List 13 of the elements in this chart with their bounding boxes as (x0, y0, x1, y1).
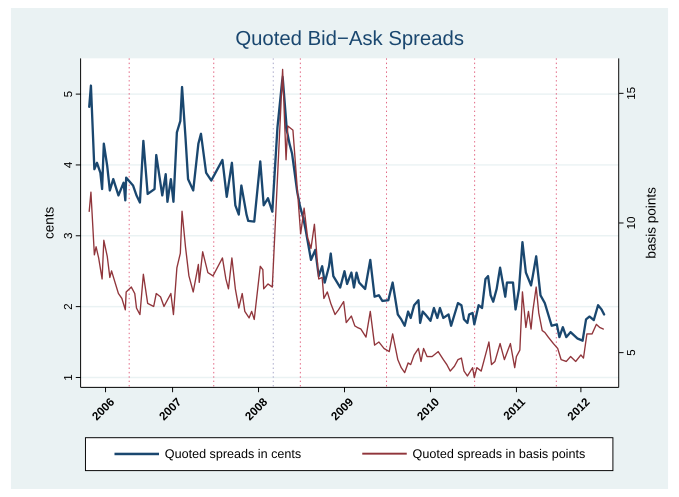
y-tick-label: 1 (62, 374, 75, 381)
y-tick-label: 5 (62, 90, 75, 98)
y-tick-label: 2 (62, 303, 75, 310)
chart-title: Quoted Bid−Ask Spreads (235, 28, 464, 50)
y-tick-label: 4 (62, 161, 75, 168)
y-axis-title: cents (42, 206, 57, 240)
y2-axis-title: basis points (643, 186, 658, 259)
legend-label: Quoted spreads in basis points (412, 447, 586, 462)
y-tick-label: 3 (62, 232, 75, 240)
y2-tick-label: 10 (625, 216, 638, 230)
legend-label: Quoted spreads in cents (164, 447, 302, 462)
y2-tick-label: 5 (625, 349, 638, 356)
y2-tick-label: 15 (625, 86, 638, 100)
